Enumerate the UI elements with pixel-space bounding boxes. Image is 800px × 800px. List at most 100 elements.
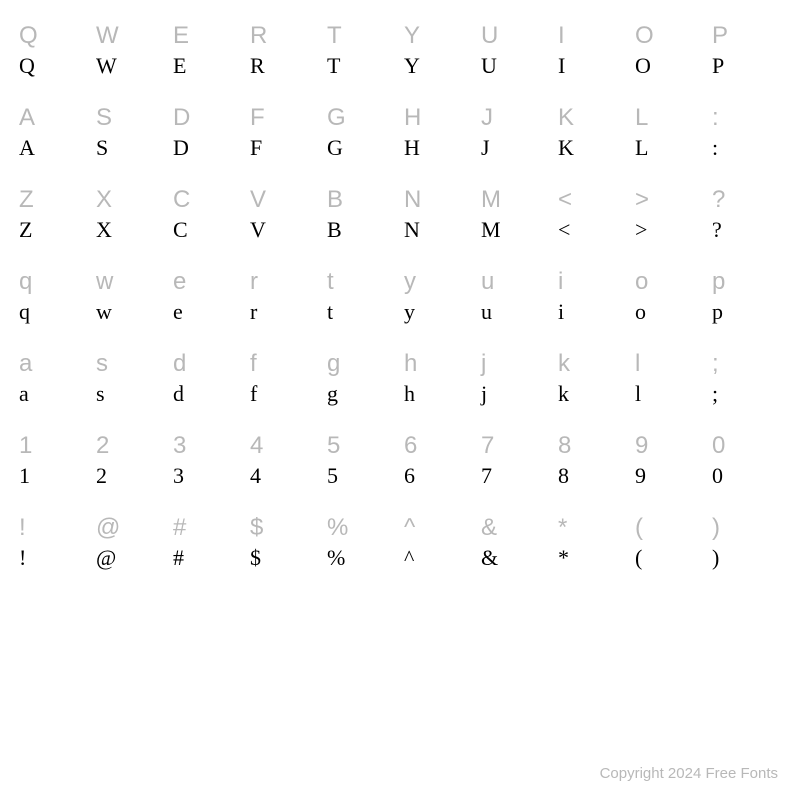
char-cell: 22 [92,430,169,492]
char-cell: ## [169,512,246,574]
key-label: h [404,348,417,380]
glyph-sample: j [481,380,487,410]
glyph-sample: 7 [481,462,492,492]
char-cell: dd [169,348,246,410]
char-cell: uu [477,266,554,328]
glyph-sample: F [250,134,262,164]
glyph-sample: 9 [635,462,646,492]
glyph-sample: s [96,380,105,410]
glyph-sample: B [327,216,342,246]
glyph-sample: d [173,380,184,410]
char-cell: rr [246,266,323,328]
char-cell: XX [92,184,169,246]
glyph-sample: # [173,544,184,574]
key-label: ; [712,348,719,380]
char-cell: 55 [323,430,400,492]
glyph-sample: C [173,216,188,246]
key-label: g [327,348,340,380]
glyph-sample: % [327,544,345,574]
char-cell: ** [554,512,631,574]
key-label: C [173,184,190,216]
char-cell: WW [92,20,169,82]
key-label: * [558,512,567,544]
key-label: Q [19,20,38,52]
key-label: 8 [558,430,571,462]
glyph-sample: Q [19,52,35,82]
char-cell: FF [246,102,323,164]
key-label: p [712,266,725,298]
char-cell: ss [92,348,169,410]
glyph-sample: ; [712,380,718,410]
glyph-sample: ? [712,216,722,246]
glyph-sample: h [404,380,415,410]
char-cell: 11 [15,430,92,492]
char-cell: 88 [554,430,631,492]
key-label: # [173,512,186,544]
char-cell: ?? [708,184,785,246]
char-cell: 99 [631,430,708,492]
char-cell: YY [400,20,477,82]
char-cell: ff [246,348,323,410]
key-label: R [250,20,267,52]
key-label: s [96,348,108,380]
key-label: H [404,102,421,134]
glyph-sample: t [327,298,333,328]
glyph-sample: N [404,216,420,246]
char-cell: RR [246,20,323,82]
char-cell: ww [92,266,169,328]
key-label: l [635,348,640,380]
glyph-sample: K [558,134,574,164]
key-label: Z [19,184,34,216]
key-label: : [712,102,719,134]
key-label: G [327,102,346,134]
glyph-sample: & [481,544,498,574]
char-cell: qq [15,266,92,328]
char-cell: 77 [477,430,554,492]
char-cell: hh [400,348,477,410]
char-cell: :: [708,102,785,164]
glyph-sample: r [250,298,257,328]
glyph-sample: P [712,52,724,82]
glyph-sample: o [635,298,646,328]
key-label: V [250,184,266,216]
char-cell: UU [477,20,554,82]
key-label: e [173,266,186,298]
char-cell: 33 [169,430,246,492]
char-cell: 44 [246,430,323,492]
key-label: y [404,266,416,298]
key-label: ! [19,512,26,544]
glyph-sample: e [173,298,183,328]
char-cell: OO [631,20,708,82]
char-cell: DD [169,102,246,164]
char-cell: HH [400,102,477,164]
char-cell: ii [554,266,631,328]
char-cell: TT [323,20,400,82]
glyph-sample: 3 [173,462,184,492]
glyph-sample: w [96,298,112,328]
key-label: 7 [481,430,494,462]
glyph-sample: ) [712,544,719,574]
glyph-sample: g [327,380,338,410]
key-label: 6 [404,430,417,462]
char-cell: $$ [246,512,323,574]
key-label: D [173,102,190,134]
key-label: k [558,348,570,380]
char-cell: ee [169,266,246,328]
glyph-sample: V [250,216,266,246]
char-cell: 00 [708,430,785,492]
char-cell: SS [92,102,169,164]
glyph-sample: ! [19,544,26,574]
glyph-sample: A [19,134,35,164]
key-label: t [327,266,334,298]
key-label: < [558,184,572,216]
char-cell: JJ [477,102,554,164]
char-cell: 66 [400,430,477,492]
key-label: J [481,102,493,134]
glyph-sample: a [19,380,29,410]
key-label: o [635,266,648,298]
key-label: B [327,184,343,216]
key-label: ^ [404,512,415,544]
char-cell: ll [631,348,708,410]
char-cell: )) [708,512,785,574]
glyph-sample: S [96,134,108,164]
